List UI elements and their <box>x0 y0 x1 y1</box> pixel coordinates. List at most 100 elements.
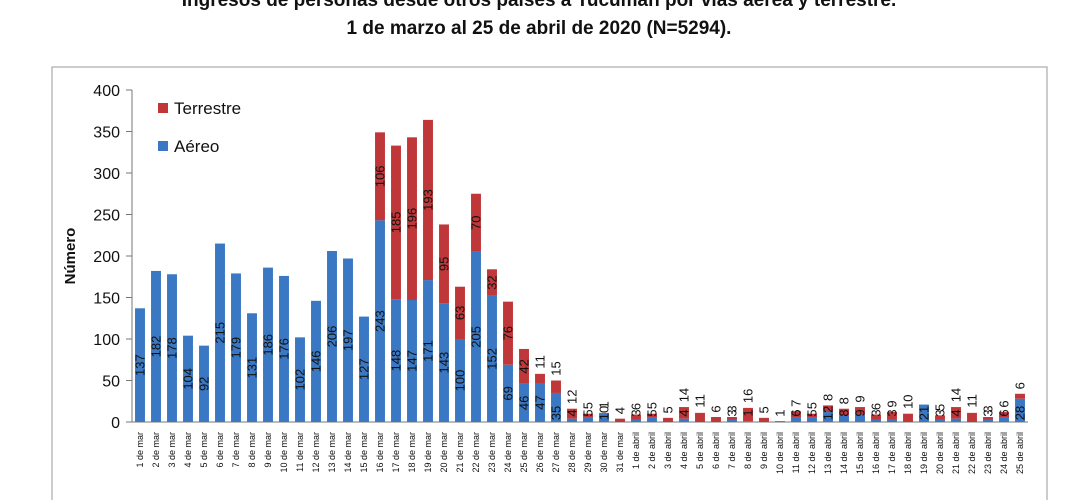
x-tick-label: 30 de mar <box>599 432 609 473</box>
bar-terrestre <box>519 348 529 384</box>
y-tick-label: 400 <box>93 83 120 100</box>
x-tick-label: 25 de mar <box>519 432 529 473</box>
x-tick-label: 3 de abril <box>663 432 673 469</box>
bar-aereo <box>743 421 753 422</box>
data-label-aereo: 3 <box>725 409 740 416</box>
bar-aereo <box>327 251 337 422</box>
data-label-aereo: 46 <box>517 396 532 410</box>
bar-aereo <box>583 417 593 422</box>
data-label-terrestre: 32 <box>485 275 500 289</box>
data-label-aereo: 152 <box>485 348 500 370</box>
data-label-terrestre: 11 <box>965 394 980 408</box>
bar-aereo <box>135 308 145 422</box>
data-label-terrestre: 6 <box>629 403 644 410</box>
data-label-aereo: 10 <box>597 406 612 420</box>
bar-terrestre <box>935 415 945 420</box>
x-tick-label: 4 de abril <box>679 432 689 469</box>
bar-aereo <box>887 419 897 422</box>
x-tick-label: 12 de abril <box>807 432 817 474</box>
data-label-terrestre: 9 <box>885 400 900 407</box>
bar-terrestre <box>615 418 625 422</box>
data-label-terrestre: 42 <box>517 359 532 373</box>
x-tick-label: 27 de mar <box>551 432 561 473</box>
data-label-aereo: 4 <box>949 409 964 416</box>
x-tick-label: 15 de abril <box>855 432 865 474</box>
x-tick-label: 14 de mar <box>343 432 353 473</box>
x-tick-label: 8 de mar <box>247 432 257 468</box>
bar-aereo <box>151 270 161 422</box>
bar-terrestre <box>471 193 481 252</box>
x-tick-label: 9 de abril <box>759 432 769 469</box>
bar-aereo <box>199 345 209 422</box>
data-label-aereo: 197 <box>341 329 356 351</box>
data-label-aereo: 102 <box>293 369 308 391</box>
bar-aereo <box>183 335 193 422</box>
x-tick-label: 26 de mar <box>535 432 545 473</box>
bar-aereo <box>807 417 817 422</box>
data-label-aereo: 69 <box>501 386 516 400</box>
x-tick-label: 25 de abril <box>1015 432 1025 474</box>
data-label-terrestre: 6 <box>1013 382 1028 389</box>
bar-terrestre <box>503 301 513 365</box>
data-label-aereo: 5 <box>805 409 820 416</box>
y-tick-label: 200 <box>93 249 120 266</box>
data-label-aereo: 179 <box>229 337 244 359</box>
x-tick-label: 24 de mar <box>503 432 513 473</box>
x-tick-label: 29 de mar <box>583 432 593 473</box>
bar-aereo <box>1015 398 1025 422</box>
data-label-terrestre: 3 <box>981 405 996 412</box>
bar-aereo <box>231 273 241 422</box>
bar-terrestre <box>743 407 753 422</box>
bar-terrestre <box>711 417 721 422</box>
bar-terrestre <box>391 145 401 300</box>
bar-terrestre <box>823 405 833 413</box>
bar-terrestre <box>487 269 497 296</box>
legend-swatch <box>158 141 168 151</box>
chart-frame <box>51 66 1048 500</box>
legend-label: Terrestre <box>174 99 241 118</box>
data-label-terrestre: 5 <box>757 406 772 413</box>
bar-aereo <box>519 383 529 422</box>
bar-aereo <box>487 295 497 422</box>
data-label-terrestre: 4 <box>613 407 628 414</box>
bar-aereo <box>839 415 849 422</box>
data-label-aereo: 148 <box>389 350 404 372</box>
data-label-aereo: 100 <box>453 370 468 392</box>
data-label-terrestre: 6 <box>709 405 724 412</box>
x-tick-label: 16 de mar <box>375 432 385 473</box>
data-label-terrestre: 10 <box>901 394 916 408</box>
data-label-aereo: 5 <box>645 409 660 416</box>
bar-aereo <box>791 417 801 422</box>
bar-aereo <box>535 382 545 422</box>
bar-aereo <box>423 280 433 422</box>
data-label-terrestre: 12 <box>565 389 580 403</box>
data-label-aereo: 127 <box>357 358 372 380</box>
data-label-aereo: 1 <box>741 409 756 416</box>
bar-terrestre <box>551 380 561 393</box>
data-label-aereo: 176 <box>277 338 292 360</box>
data-label-terrestre: 95 <box>437 257 452 271</box>
data-label-terrestre: 8 <box>821 394 836 401</box>
bar-terrestre <box>439 224 449 304</box>
bar-terrestre <box>663 417 673 422</box>
data-label-aereo: 3 <box>981 409 996 416</box>
bar-terrestre <box>1015 393 1025 399</box>
y-tick-label: 0 <box>111 415 120 432</box>
x-tick-label: 5 de abril <box>695 432 705 469</box>
data-label-terrestre: 5 <box>661 406 676 413</box>
bar-terrestre <box>727 417 737 420</box>
data-label-aereo: 92 <box>197 377 212 391</box>
bar-aereo <box>823 412 833 422</box>
bar-aereo <box>215 243 225 422</box>
x-tick-label: 19 de abril <box>919 432 929 474</box>
x-tick-label: 14 de abril <box>839 432 849 474</box>
data-label-aereo: 215 <box>213 322 228 344</box>
bar-aereo <box>871 419 881 422</box>
bar-aereo <box>503 364 513 422</box>
x-tick-label: 9 de mar <box>263 432 273 468</box>
x-tick-label: 28 de mar <box>567 432 577 473</box>
bar-terrestre <box>567 408 577 419</box>
x-tick-label: 3 de mar <box>167 432 177 468</box>
data-label-aereo: 9 <box>853 409 868 416</box>
